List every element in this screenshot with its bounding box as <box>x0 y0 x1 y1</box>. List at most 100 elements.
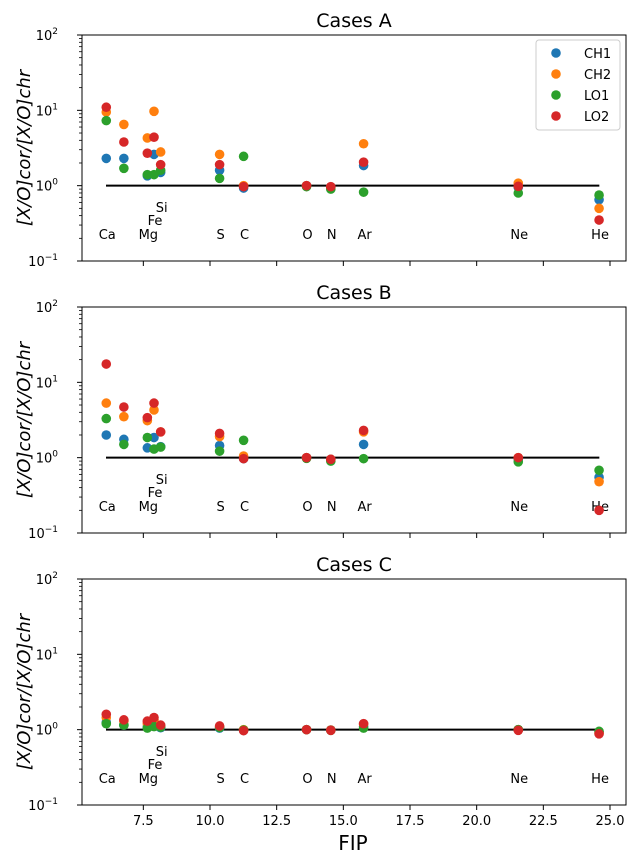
panels: Cases A [X/O]cor/[X/O]chr 10−1 100 101 102 Ca M… <box>14 10 627 829</box>
y-tick-label: 100 <box>36 450 59 467</box>
data-point-ch2 <box>358 138 369 149</box>
data-point-lo1 <box>238 151 249 162</box>
chart-panel: Cases A [X/O]cor/[X/O]chr 10−1 100 101 102 Ca M… <box>14 10 627 270</box>
data-point-ch2 <box>149 106 159 117</box>
element-label: Fe <box>148 214 163 229</box>
data-point-lo1 <box>358 453 369 464</box>
data-point-lo1 <box>142 169 153 180</box>
legend-marker <box>551 111 561 121</box>
element-label: Fe <box>148 486 163 501</box>
data-point-lo2 <box>119 137 129 147</box>
x-tick-label: 17.5 <box>396 814 425 829</box>
element-label: O <box>302 228 312 243</box>
data-point-ch2 <box>119 411 129 422</box>
element-label: He <box>591 772 609 787</box>
element-label: S <box>216 228 224 243</box>
data-point-lo2 <box>238 725 249 736</box>
element-label: Fe <box>148 758 163 773</box>
element-label: Ca <box>99 500 116 515</box>
y-axis-label: [X/O]cor/[X/O]chr <box>14 340 35 498</box>
data-point-lo2 <box>149 712 159 723</box>
data-point-lo2 <box>594 729 604 739</box>
data-point-lo2 <box>301 724 312 735</box>
y-tick-label: 102 <box>36 299 58 316</box>
legend-label: LO1 <box>584 89 609 104</box>
data-point-lo2 <box>214 428 225 439</box>
data-point-ch2 <box>101 398 112 408</box>
data-point-lo1 <box>101 413 112 424</box>
chart-title: Cases C <box>316 554 392 576</box>
element-label: Ne <box>510 228 528 243</box>
data-point-lo2 <box>155 720 166 730</box>
y-tick-label: 102 <box>36 27 58 44</box>
data-point-lo1 <box>214 446 225 456</box>
legend-box <box>535 39 621 131</box>
element-label: N <box>327 228 337 243</box>
y-axis-label: [X/O]cor/[X/O]chr <box>14 612 35 770</box>
data-point-lo2 <box>326 181 336 192</box>
data-point-lo2 <box>513 181 524 192</box>
data-point-lo1 <box>594 465 604 476</box>
element-label: Mg <box>139 772 158 787</box>
data-point-ch1 <box>358 439 369 450</box>
data-point-lo2 <box>326 454 336 465</box>
legend-marker <box>551 90 561 100</box>
element-label: N <box>327 500 337 515</box>
data-point-lo2 <box>155 159 166 170</box>
data-point-lo2 <box>119 715 129 725</box>
data-point-ch2 <box>594 476 604 487</box>
data-point-ch1 <box>101 430 112 440</box>
data-point-ch1 <box>119 153 129 164</box>
data-point-lo2 <box>214 159 225 170</box>
data-point-lo2 <box>101 709 112 720</box>
data-point-ch2 <box>214 149 225 160</box>
legend-label: LO2 <box>584 110 609 125</box>
y-tick-label: 102 <box>36 571 58 588</box>
data-point-lo1 <box>101 718 112 729</box>
y-tick-label: 101 <box>36 102 58 119</box>
data-point-lo2 <box>594 505 604 516</box>
data-point-lo2 <box>142 412 153 423</box>
data-point-lo2 <box>101 102 112 113</box>
axes-frame <box>81 306 627 534</box>
element-label: Si <box>156 473 168 488</box>
element-label: He <box>591 228 609 243</box>
data-point-ch1 <box>101 153 112 164</box>
data-point-ch2 <box>155 147 166 157</box>
y-axis-label: [X/O]cor/[X/O]chr <box>14 68 35 226</box>
data-point-lo1 <box>594 190 604 200</box>
data-point-lo2 <box>358 157 369 167</box>
axes-frame <box>81 578 627 806</box>
data-point-ch2 <box>594 203 604 214</box>
x-tick-label: 15.0 <box>329 814 358 829</box>
data-point-lo1 <box>119 163 129 174</box>
y-tick-label: 10−1 <box>28 797 58 814</box>
element-label: N <box>327 772 337 787</box>
x-tick-label: 12.5 <box>262 814 291 829</box>
chart-panel: Cases C [X/O]cor/[X/O]chr 7.5 10.0 12.5 15.0 1… <box>14 554 627 829</box>
legend-label: CH1 <box>584 47 611 62</box>
x-tick-label: 10.0 <box>196 814 225 829</box>
element-label: Ca <box>99 772 116 787</box>
chart-title: Cases B <box>316 282 391 304</box>
element-label: C <box>240 500 249 515</box>
data-point-lo1 <box>155 442 166 452</box>
data-point-ch2 <box>119 119 129 130</box>
axes-frame <box>81 34 627 262</box>
data-point-ch2 <box>149 405 159 415</box>
element-label: Ar <box>357 772 372 787</box>
data-point-lo2 <box>214 721 225 731</box>
data-point-lo2 <box>155 427 166 437</box>
y-tick-label: 10−1 <box>28 525 58 542</box>
data-point-lo2 <box>301 180 312 191</box>
element-label: Ar <box>357 500 372 515</box>
y-tick-label: 101 <box>36 646 58 663</box>
data-point-lo2 <box>301 452 312 463</box>
legend-marker <box>551 48 561 58</box>
data-point-lo2 <box>149 132 159 142</box>
element-label: S <box>216 500 224 515</box>
chart-title: Cases A <box>316 10 391 32</box>
element-label: Ca <box>99 228 116 243</box>
element-label: Mg <box>139 228 158 243</box>
